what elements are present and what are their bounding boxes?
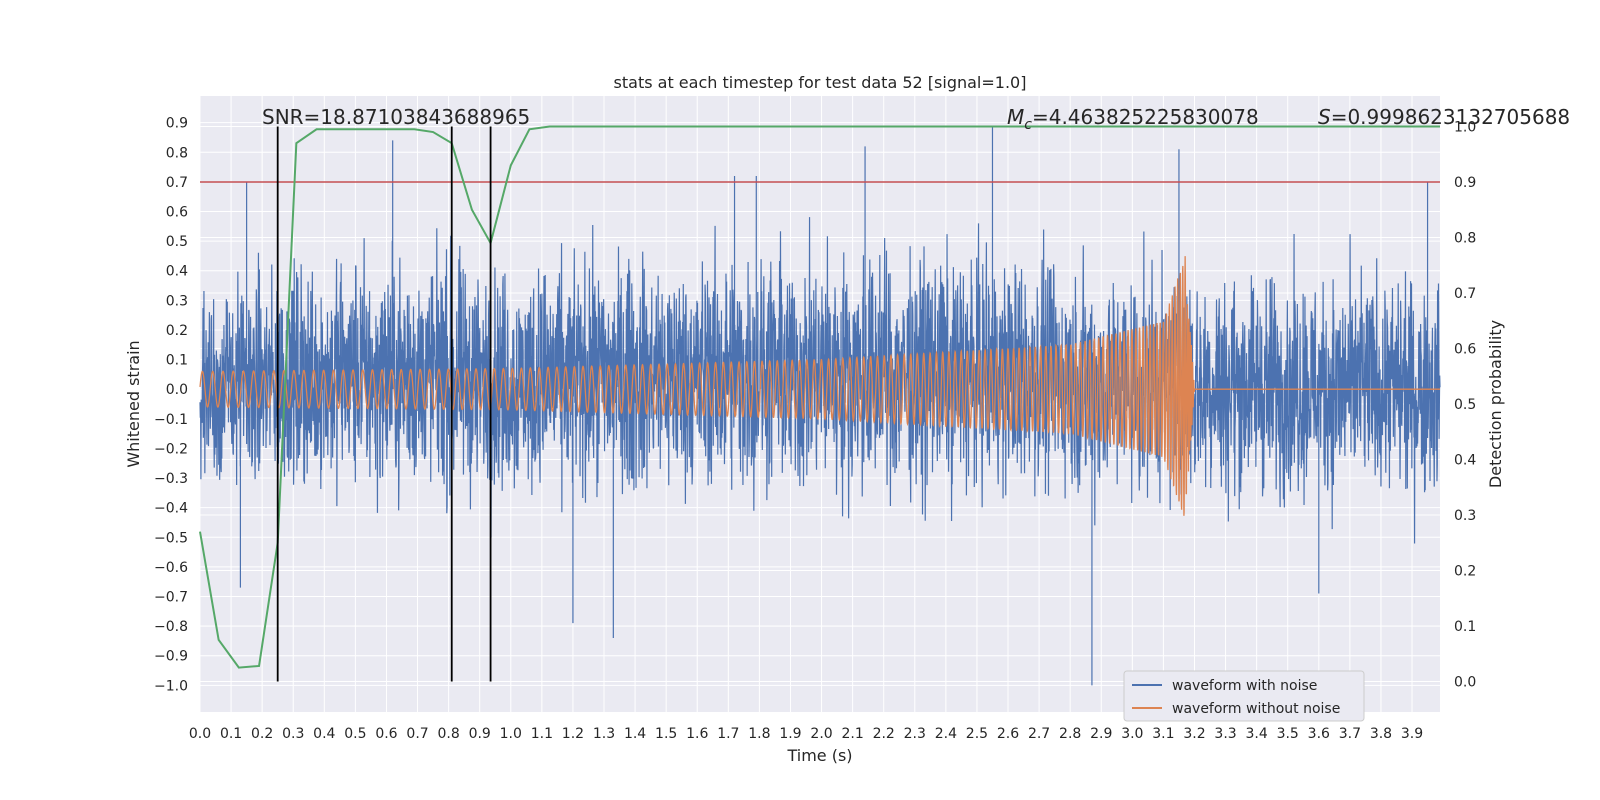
x-tick-label: 0.9 (469, 726, 491, 742)
x-tick-label: 0.8 (437, 726, 459, 742)
x-tick-label: 1.7 (717, 726, 739, 742)
y-tick-label: 0.4 (166, 264, 188, 280)
x-tick-label: 2.4 (935, 726, 957, 742)
snr-annotation: SNR=18.87103843688965 (262, 105, 530, 129)
x-tick-label: 0.2 (251, 726, 273, 742)
chirp-mass-value: =4.463825225830078 (1032, 105, 1259, 129)
y-tick-label: −0.3 (154, 471, 188, 487)
y2-tick-label: 0.9 (1454, 175, 1476, 191)
y-tick-label: 0.8 (166, 145, 188, 161)
score-value: =0.9998623132705688 (1331, 105, 1570, 129)
y2-tick-label: 0.2 (1454, 563, 1476, 579)
y-tick-label: −0.1 (154, 412, 188, 428)
y-tick-label: 0.2 (166, 323, 188, 339)
y-tick-label: −0.6 (154, 560, 188, 576)
y-tick-label: 0.5 (166, 234, 188, 250)
x-tick-label: 0.4 (313, 726, 335, 742)
y2-tick-label: 0.0 (1454, 674, 1476, 690)
y-tick-label: 0.6 (166, 205, 188, 221)
chart-title: stats at each timestep for test data 52 … (614, 73, 1027, 92)
x-tick-label: 3.8 (1370, 726, 1392, 742)
x-tick-label: 3.0 (1121, 726, 1143, 742)
y-tick-label: −0.2 (154, 441, 188, 457)
plot-overlays (199, 125, 1440, 682)
x-tick-label: 3.2 (1183, 726, 1205, 742)
legend-box (1123, 670, 1365, 722)
chirp-mass-symbol: M (1007, 105, 1024, 129)
x-tick-label: 1.9 (779, 726, 801, 742)
x-tick-label: 3.6 (1308, 726, 1330, 742)
series-waveform-with-noise (199, 125, 1441, 686)
x-tick-label: 2.7 (1028, 726, 1050, 742)
x-tick-label: 3.7 (1339, 726, 1361, 742)
x-tick-label: 0.7 (406, 726, 428, 742)
y2-tick-label: 0.6 (1454, 342, 1476, 358)
score-annotation: S=0.9998623132705688 (1318, 105, 1570, 129)
y-tick-label: 0.9 (166, 116, 188, 132)
y-tick-label: 0.3 (166, 293, 188, 309)
x-axis-label: Time (s) (786, 746, 852, 765)
y-tick-label: −0.8 (154, 619, 188, 635)
x-tick-label: 3.1 (1152, 726, 1174, 742)
x-tick-label: 1.0 (500, 726, 522, 742)
legend-label-clean: waveform without noise (1172, 701, 1340, 717)
y-tick-label: −0.9 (154, 649, 188, 665)
x-tick-label: 0.0 (189, 726, 211, 742)
x-tick-label: 1.8 (748, 726, 770, 742)
x-tick-label: 0.6 (375, 726, 397, 742)
y-tick-label: −1.0 (154, 678, 188, 694)
y-tick-label: 0.0 (166, 382, 188, 398)
y2-tick-label: 0.1 (1454, 619, 1476, 635)
y-tick-label: 0.7 (166, 175, 188, 191)
x-tick-label: 1.1 (531, 726, 553, 742)
x-tick-label: 2.5 (966, 726, 988, 742)
x-tick-label: 0.3 (282, 726, 304, 742)
x-tick-label: 2.1 (841, 726, 863, 742)
y-tick-label: −0.4 (154, 501, 188, 517)
y2-tick-label: 0.7 (1454, 286, 1476, 302)
x-tick-label: 3.9 (1401, 726, 1423, 742)
x-tick-label: 0.1 (220, 726, 242, 742)
y2-tick-label: 0.5 (1454, 397, 1476, 413)
score-symbol: S (1318, 105, 1331, 129)
y-tick-label: −0.5 (154, 530, 188, 546)
x-tick-label: 3.5 (1277, 726, 1299, 742)
x-tick-label: 3.3 (1214, 726, 1236, 742)
y2-tick-label: 0.3 (1454, 508, 1476, 524)
y-tick-label: 0.1 (166, 353, 188, 369)
y-axis-label: Whitened strain (124, 340, 143, 467)
legend: waveform with noise waveform without noi… (1123, 670, 1365, 722)
y2-axis-label: Detection probability (1486, 320, 1505, 488)
x-tick-label: 0.5 (344, 726, 366, 742)
y2-tick-label: 0.4 (1454, 452, 1476, 468)
x-tick-label: 3.4 (1246, 726, 1268, 742)
y2-tick-label: 1.0 (1454, 120, 1476, 136)
legend-label-noisy: waveform with noise (1172, 678, 1317, 694)
x-tick-label: 2.9 (1090, 726, 1112, 742)
x-tick-label: 2.2 (873, 726, 895, 742)
x-tick-label: 1.6 (686, 726, 708, 742)
x-tick-label: 1.4 (624, 726, 646, 742)
chirp-mass-subscript: c (1024, 117, 1032, 133)
plot-series (199, 125, 1441, 686)
x-tick-label: 2.3 (904, 726, 926, 742)
x-tick-label: 1.5 (655, 726, 677, 742)
axis-ticks: 0.0 0.1 0.2 0.3 0.4 0.5 0.6 0.7 0.8 0.9 1.0 1.1 1.2 1… (154, 116, 1476, 742)
x-tick-label: 2.8 (1059, 726, 1081, 742)
x-tick-label: 1.2 (562, 726, 584, 742)
x-tick-label: 2.0 (810, 726, 832, 742)
y-tick-label: −0.7 (154, 590, 188, 606)
series-waveform-without-noise (199, 256, 1440, 516)
y2-tick-label: 0.8 (1454, 231, 1476, 247)
x-tick-label: 1.3 (593, 726, 615, 742)
x-tick-label: 2.6 (997, 726, 1019, 742)
chirp-mass-annotation: Mc=4.463825225830078 (1007, 105, 1259, 133)
